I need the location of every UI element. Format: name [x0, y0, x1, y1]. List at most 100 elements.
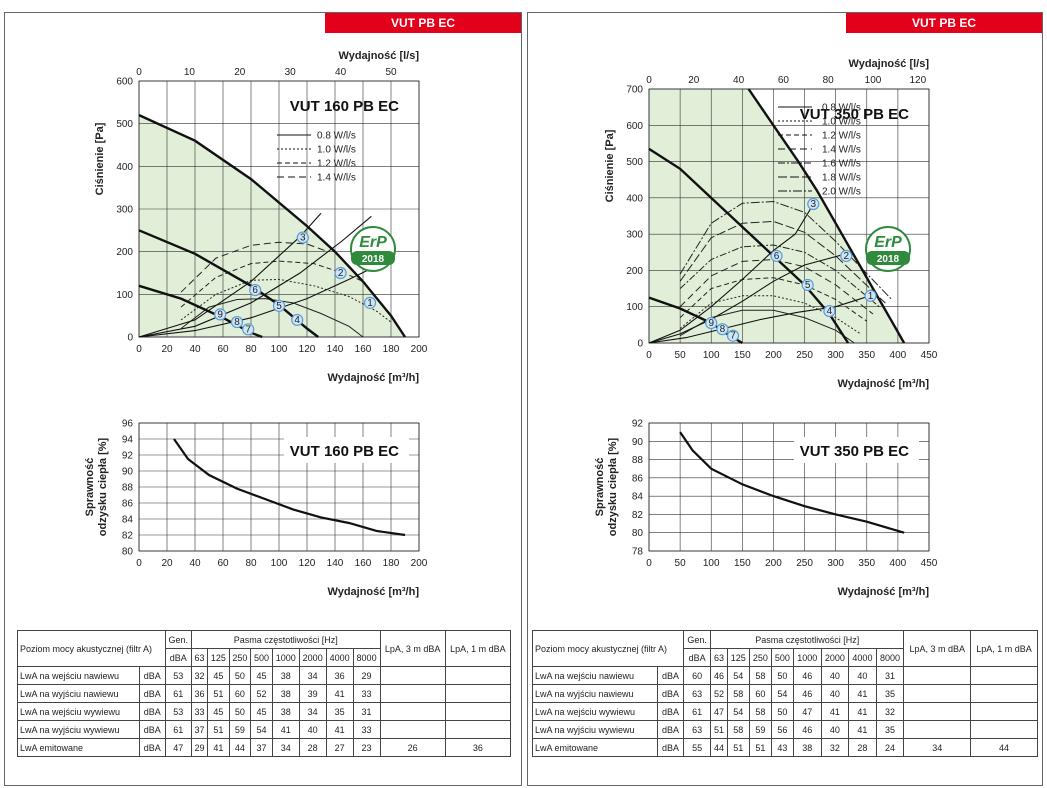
header-row: Poziom mocy akustycznej (filtr A) Gen. Pas… [17, 630, 512, 667]
operating-point-marker [242, 323, 255, 336]
band-value: 45 [207, 666, 230, 685]
row-label: LwA na wyjściu nawiewu [532, 684, 658, 703]
x-tick-label: 180 [383, 558, 400, 569]
band-value: 41 [325, 684, 354, 703]
band-value: 58 [726, 720, 750, 739]
x2-tick-label: 20 [234, 67, 246, 78]
erp-badge: ErP 2018 [350, 226, 396, 272]
operating-point-label: 1 [367, 298, 373, 309]
y-tick-label: 88 [632, 455, 644, 466]
row-gen: 60 [683, 666, 712, 685]
header-bands: Pasma częstotliwości [Hz] [190, 630, 381, 649]
band-value: 50 [770, 702, 794, 721]
x-tick-label: 50 [675, 558, 687, 569]
row-unit: dBA [138, 738, 166, 757]
band-value: 51 [710, 720, 728, 739]
band-value: 33 [190, 702, 209, 721]
band-value: 45 [250, 702, 273, 721]
row-lpa-1m [970, 666, 1038, 685]
x-tick-label: 40 [189, 558, 201, 569]
efficiency-curve [679, 431, 905, 534]
row-label: LwA na wejściu nawiewu [532, 666, 658, 685]
row-gen: 53 [164, 702, 192, 721]
row-lpa-1m [444, 666, 512, 685]
band-value: 35 [325, 702, 354, 721]
band-value: 60 [748, 684, 772, 703]
chart-title: VUT 160 PB EC [290, 98, 399, 115]
band-header: 125 [726, 648, 750, 667]
y-tick-label: 400 [116, 162, 133, 173]
band-value: 54 [770, 684, 794, 703]
band-value: 44 [228, 738, 252, 757]
operating-point-marker [230, 315, 244, 329]
legend-entry: 2.0 W/l/s [822, 187, 861, 198]
y-axis-label: Ciśnienie [Pa] [604, 129, 616, 202]
operating-point-marker [272, 299, 286, 312]
y-tick-label: 96 [122, 419, 134, 430]
x2-tick-label: 80 [823, 75, 835, 86]
band-value: 33 [352, 720, 381, 739]
band-value: 37 [190, 720, 209, 739]
system-curve [138, 215, 372, 338]
y-axis-label-line: odzysku ciepła [%] [97, 437, 109, 536]
operating-point: 2 [840, 249, 853, 263]
operating-point-marker [705, 316, 718, 330]
legend-entry: 1.4 W/l/s [317, 173, 356, 184]
plot-frame [138, 80, 420, 338]
operating-point: 6 [770, 249, 783, 263]
table-row: LwA emitowane dBA 47 29 41 44 37 34 28 27 23 26 36 [17, 738, 512, 757]
legend-entry: 0.8 W/l/s [822, 103, 861, 114]
header-lpa-3m: LpA, 3 m dBA [903, 630, 972, 667]
chart-title: VUT 350 PB EC [800, 106, 909, 123]
x-tick-label: 60 [217, 558, 229, 569]
x-tick-label: 80 [245, 344, 257, 355]
row-lpa-3m [379, 720, 446, 739]
band-value: 27 [325, 738, 354, 757]
pressure-chart: 0 50 100 150 200 250 300 350 400 4500100200300400… [604, 58, 938, 390]
operating-point-marker [823, 304, 836, 318]
acoustic-table: Poziom mocy akustycznej (filtr A) Gen. Pas… [531, 630, 1038, 757]
title-bg [284, 437, 409, 463]
operating-point-label: 8 [720, 324, 726, 335]
band-value: 46 [792, 666, 822, 685]
power-curve [679, 295, 861, 335]
x-tick-label: 180 [383, 344, 400, 355]
band-header: 63 [710, 648, 728, 667]
y-axis-label-line: odzysku ciepła [%] [607, 437, 619, 536]
system-curve [138, 212, 322, 338]
power-curve [180, 241, 329, 293]
band-header: 2000 [820, 648, 850, 667]
operating-point-label: 7 [730, 331, 736, 342]
x-tick-label: 20 [161, 344, 173, 355]
band-value: 24 [875, 738, 905, 757]
x-tick-label: 60 [217, 344, 229, 355]
plot-frame [648, 422, 930, 552]
band-value: 58 [748, 666, 772, 685]
legend: 0.8 W/l/s 1.0 W/l/s 1.2 W/l/s 1.4 W/l/s [277, 131, 356, 184]
row-lpa-3m [379, 684, 446, 703]
band-value: 40 [820, 684, 850, 703]
x-axis-label: Wydajność [m³/h] [838, 378, 930, 390]
legend-entry: 1.6 W/l/s [822, 159, 861, 170]
band-value: 46 [792, 720, 822, 739]
x-tick-label: 100 [703, 558, 720, 569]
operating-point: 4 [291, 313, 304, 327]
operating-point: 1 [864, 289, 877, 302]
erp-year: 2018 [362, 254, 385, 265]
efficiency-curve [173, 438, 406, 537]
legend-entry: 1.4 W/l/s [822, 145, 861, 156]
row-label: LwA na wejściu wywiewu [17, 702, 140, 721]
operating-point-label: 9 [217, 309, 223, 320]
product-tag: VUT PB EC [325, 13, 521, 33]
x-tick-label: 450 [921, 350, 938, 361]
band-header: 8000 [875, 648, 905, 667]
x2-axis-label: Wydajność [l/s] [339, 50, 420, 62]
x-tick-label: 250 [796, 350, 813, 361]
row-lpa-3m [903, 702, 972, 721]
band-value: 34 [298, 666, 327, 685]
band-value: 51 [207, 684, 230, 703]
band-value: 29 [190, 738, 209, 757]
row-unit: dBA [656, 720, 685, 739]
operating-point: 1 [363, 296, 377, 309]
operating-point: 4 [823, 304, 836, 318]
